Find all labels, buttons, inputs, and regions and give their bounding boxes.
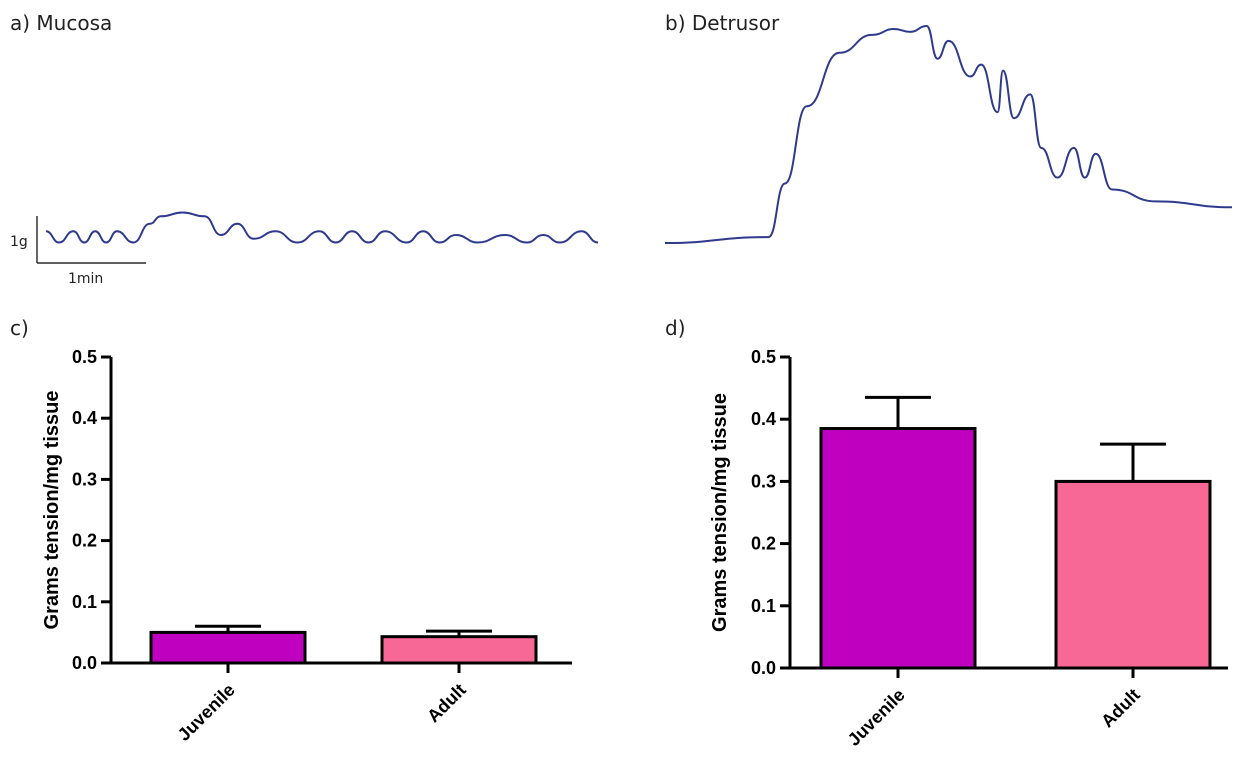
detrusor-bar-chart: Grams tension/mg tissue 0.0 0.1 0.2 0.3 0.4 0… — [709, 347, 1228, 750]
y-tick-label: 0.1 — [72, 592, 97, 612]
bar-juvenile — [819, 427, 977, 670]
panel-a-title: a) Mucosa — [10, 11, 112, 35]
bar-adult — [1054, 479, 1212, 670]
x-tick-label-juvenile: Juvenile — [174, 680, 239, 745]
y-tick-label: 0.4 — [72, 408, 97, 428]
y-tick-label: 0.5 — [72, 347, 97, 367]
bar-juvenile — [149, 630, 307, 665]
scale-bar-vertical-label: 1g — [10, 234, 28, 250]
x-tick-label-adult: Adult — [423, 680, 470, 727]
x-tick-label-adult: Adult — [1097, 685, 1144, 732]
scale-bar: 1g 1min — [10, 216, 146, 287]
detrusor-trace-panel — [664, 25, 1233, 244]
y-axis-label: Grams tension/mg tissue — [41, 391, 63, 630]
y-tick-label: 0.0 — [72, 653, 97, 673]
mucosa-trace-line — [45, 211, 599, 244]
y-tick-label: 0.0 — [751, 658, 776, 678]
panel-d-title: d) — [665, 316, 686, 340]
scale-bar-horizontal-label: 1min — [68, 271, 103, 287]
detrusor-trace-line — [664, 25, 1233, 244]
y-tick-label: 0.3 — [72, 469, 97, 489]
y-tick-label: 0.1 — [751, 596, 776, 616]
y-tick-label: 0.2 — [72, 531, 97, 551]
y-tick-label: 0.4 — [751, 409, 776, 429]
panel-c-title: c) — [10, 316, 29, 340]
y-tick-label: 0.2 — [751, 534, 776, 554]
bar-adult — [380, 635, 538, 665]
y-tick-label: 0.5 — [751, 347, 776, 367]
mucosa-trace-panel — [45, 211, 599, 244]
y-axis-label: Grams tension/mg tissue — [709, 393, 731, 632]
y-tick-label: 0.3 — [751, 471, 776, 491]
panel-b-title: b) Detrusor — [665, 11, 780, 35]
mucosa-bar-chart: Grams tension/mg tissue 0.0 0.1 0.2 0.3 0.4 0… — [41, 347, 572, 745]
x-tick-label-juvenile: Juvenile — [844, 685, 909, 750]
